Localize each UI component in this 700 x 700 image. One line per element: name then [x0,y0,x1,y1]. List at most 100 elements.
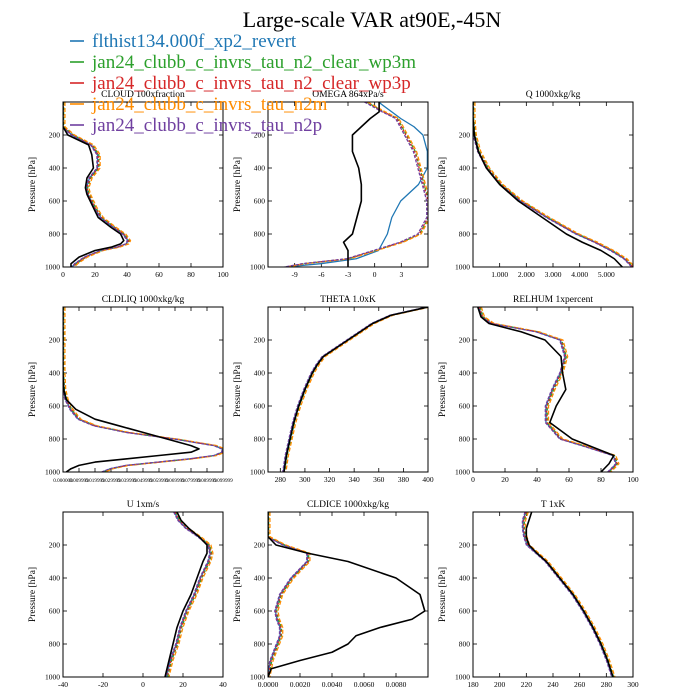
series-line-4 [269,512,311,677]
series-group [63,307,223,472]
control-line [63,102,125,267]
x-tick-label: 5.000 [598,270,615,279]
panel-frame [472,511,634,678]
x-tick-label: 0.039999 [117,478,137,484]
x-tick-label: -40 [58,680,68,689]
x-tick-label: 3.000 [545,270,562,279]
x-tick-label: 80 [187,270,195,279]
series-line-1 [285,102,428,267]
panel-8: CLDICE 1000xkg/kg Pressure [hPa] 200 400 600… [233,500,429,689]
series-line-4 [285,307,428,472]
panel-4: CLDLIQ 1000xkg/kg Pressure [hPa] 200 400 600… [28,295,233,484]
x-tick-label: 4.000 [571,270,588,279]
y-tick-label: 800 [254,435,266,444]
y-tick-label: 800 [49,435,61,444]
control-line [477,307,615,472]
figure-title: Large-scale VAR at90E,-45N [243,7,502,32]
x-tick-label: 0.0080 [386,680,407,689]
control-line [283,307,428,472]
y-tick-label: 400 [254,164,266,173]
legend-label: flthist134.000f_xp2_revert [92,31,297,52]
x-tick-label: 40 [533,475,541,484]
panel-title: CLDLIQ 1000xkg/kg [102,295,185,305]
panel-frame [62,306,224,473]
series-line-1 [478,307,618,472]
panel-frame [62,511,224,678]
series-line-5 [473,126,633,267]
y-tick-label: 800 [459,435,471,444]
legend-label: jan24_clubb_c_invrs_tau_n2_clear_wp3m [91,52,416,73]
x-tick-label: 40 [123,270,131,279]
x-tick-label: 0.0040 [322,680,343,689]
y-tick-label: 800 [254,640,266,649]
x-tick-label: -3 [345,270,351,279]
panel-frame [267,511,429,678]
panel-title: OMEGA 864xPa/s [312,90,384,100]
y-tick-label: 1000 [250,673,265,682]
control-line [342,102,380,267]
y-tick-label: 800 [254,230,266,239]
x-tick-label: -6 [318,270,324,279]
panel-title: RELHUM 1xpercent [513,295,593,305]
legend: flthist134.000f_xp2_revertjan24_clubb_c_… [70,31,416,136]
series-line-5 [282,307,427,472]
x-tick-label: 200 [494,680,506,689]
y-axis-title: Pressure [hPa] [28,567,38,622]
x-tick-label: 0.079999 [181,478,201,484]
series-line-3 [473,102,633,267]
x-tick-label: 0.049999 [133,478,153,484]
series-line-4 [480,307,620,472]
y-axis-title: Pressure [hPa] [438,567,448,622]
y-tick-label: 200 [254,131,266,140]
series-line-4 [168,512,214,677]
x-tick-label: 280 [275,475,287,484]
x-tick-label: 3 [399,270,403,279]
series-group [282,307,428,472]
x-tick-label: 280 [601,680,613,689]
x-tick-label: 0 [373,270,377,279]
x-tick-label: 0.019999 [85,478,105,484]
x-tick-label: 0 [471,475,475,484]
control-line [164,512,208,677]
y-tick-label: 1000 [250,468,265,477]
x-tick-label: 20 [501,475,509,484]
x-tick-label: 100 [627,475,639,484]
x-tick-label: 0.069999 [165,478,185,484]
y-tick-label: 400 [49,164,61,173]
series-group [164,512,214,677]
x-tick-label: 60 [155,270,163,279]
series-line-2 [268,512,310,677]
y-tick-label: 800 [49,640,61,649]
y-tick-label: 400 [254,574,266,583]
series-group [521,512,616,677]
y-tick-label: 200 [459,541,471,550]
y-tick-label: 1000 [455,673,470,682]
series-line-2 [479,307,619,472]
series-line-3 [63,102,130,267]
x-tick-label: 0.0000 [258,680,279,689]
y-tick-label: 200 [49,541,61,550]
x-tick-label: 0.059999 [149,478,169,484]
y-tick-label: 600 [459,402,471,411]
y-tick-label: 1000 [250,263,265,272]
x-tick-label: 0.029999 [101,478,121,484]
x-tick-label: 0 [61,270,65,279]
series-group [473,102,633,267]
x-tick-label: 220 [521,680,533,689]
x-tick-label: 0.009999 [69,478,89,484]
series-line-4 [64,307,223,472]
panel-frame [267,306,429,473]
y-axis-title: Pressure [hPa] [28,157,38,212]
x-tick-label: 0.000000 [53,478,73,484]
panel-2: OMEGA 864xPa/s Pressure [hPa] 200 400 600 800… [233,90,429,279]
series-line-1 [473,102,633,267]
x-tick-label: 380 [398,475,410,484]
series-line-5 [63,385,223,472]
y-tick-label: 200 [459,336,471,345]
legend-label: jan24_clubb_c_invrs_tau_n2p [91,115,322,136]
x-tick-label: 320 [324,475,336,484]
y-tick-label: 200 [254,336,266,345]
panel-frame [267,101,429,268]
